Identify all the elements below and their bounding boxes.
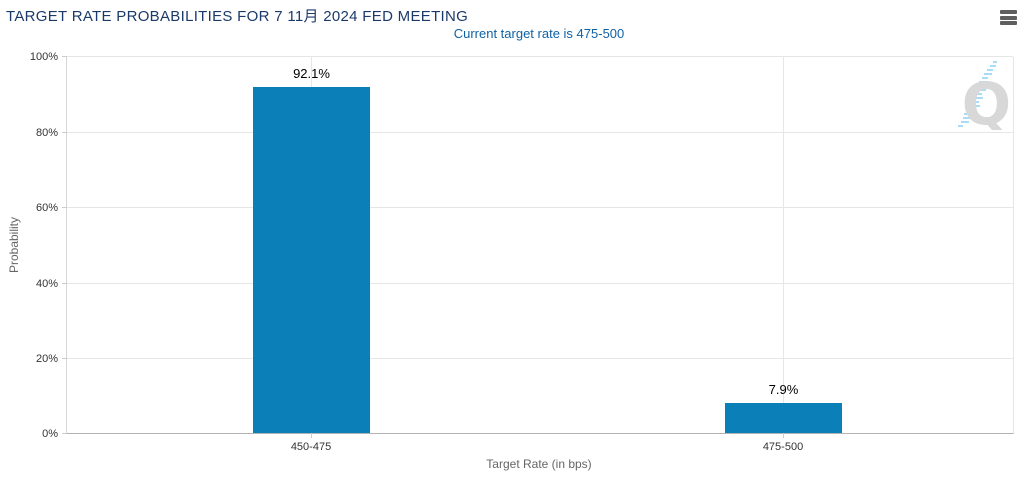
y-tick-label: 0% — [42, 428, 58, 440]
chart-context-menu-button[interactable] — [1000, 10, 1017, 27]
y-tick — [62, 132, 67, 134]
hamburger-icon — [1000, 21, 1017, 26]
probability-bar-450-475[interactable] — [253, 86, 370, 433]
x-category-label: 450-475 — [290, 441, 332, 453]
plot-area: 100% 80% 60% 40% 20% 0% 92.1% 7.9% — [30, 51, 1014, 453]
y-tick-label: 80% — [35, 127, 58, 140]
x-category-label: 475-500 — [762, 441, 804, 453]
gridline-100: 100% — [30, 51, 1013, 63]
quikstrike-watermark-icon: Q — [958, 61, 1011, 130]
x-axis-title: Target Rate (in bps) — [486, 457, 592, 471]
y-tick-label: 100% — [29, 51, 58, 63]
y-tick-label: 20% — [35, 352, 58, 365]
bar-value-label: 92.1% — [293, 65, 330, 81]
watermark-letter: Q — [962, 70, 1011, 130]
hamburger-icon — [1000, 10, 1017, 14]
hamburger-icon — [1000, 15, 1017, 20]
y-tick — [62, 357, 67, 359]
y-tick — [62, 56, 67, 57]
gridline-20: 20% — [36, 353, 1013, 365]
probability-bar-475-500[interactable] — [725, 403, 842, 433]
vertical-gridline — [783, 57, 784, 433]
bar-value-label: 7.9% — [768, 382, 799, 398]
y-tick — [62, 207, 67, 209]
gridline-80: 80% — [36, 127, 1013, 139]
x-tick — [783, 433, 784, 438]
y-axis-title: Probability — [7, 216, 21, 274]
chart-title: TARGET RATE PROBABILITIES FOR 7 11月 2024… — [6, 8, 469, 25]
gridline-40: 40% — [36, 278, 1013, 290]
x-tick — [311, 433, 312, 438]
bar-slot-475-500: 7.9% — [725, 57, 842, 433]
y-tick-label: 40% — [35, 277, 58, 290]
bar-slot-450-475: 92.1% — [253, 57, 370, 433]
y-tick-label: 60% — [35, 202, 58, 215]
y-tick — [62, 282, 67, 284]
y-tick — [62, 433, 67, 434]
gridline-60: 60% — [36, 202, 1013, 214]
chart-subtitle: Current target rate is 475-500 — [453, 26, 625, 41]
